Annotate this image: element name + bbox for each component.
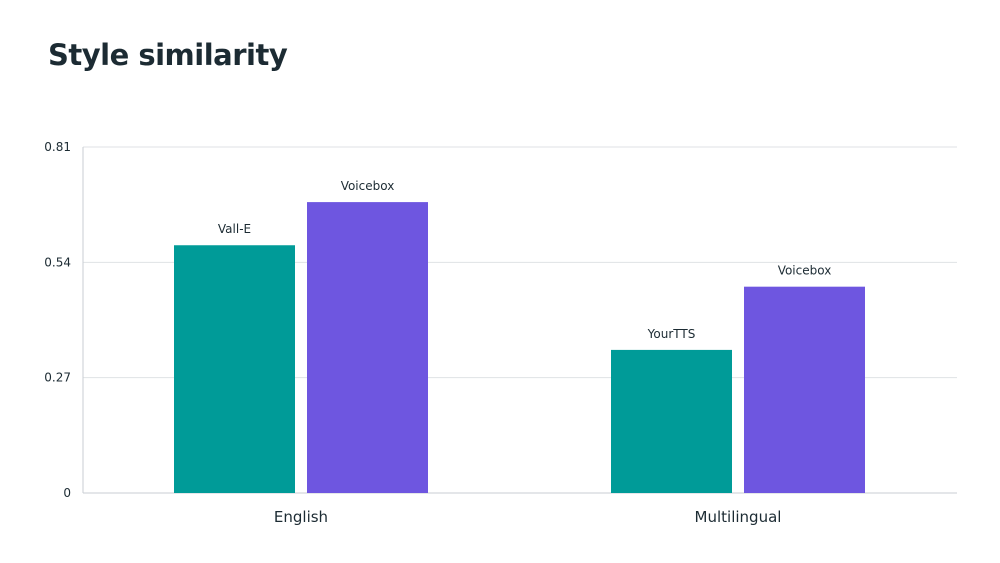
bar-label: Voicebox (341, 179, 395, 193)
bar-yourtts (611, 349, 732, 493)
bar-label: Voicebox (778, 264, 832, 278)
y-tick-label: 0.27 (44, 371, 71, 385)
y-tick-label: 0.54 (44, 255, 71, 269)
chart-title: Style similarity (48, 38, 288, 72)
bar-vall-e (174, 245, 295, 493)
bar-voicebox (307, 202, 428, 493)
y-tick-label: 0.81 (44, 140, 71, 154)
bar-label: Vall-E (218, 222, 251, 236)
y-tick-label: 0 (63, 486, 71, 500)
bar-label: YourTTS (647, 327, 696, 341)
bar-voicebox (744, 286, 865, 493)
x-tick-label: English (274, 508, 328, 526)
x-tick-label: Multilingual (695, 508, 782, 526)
